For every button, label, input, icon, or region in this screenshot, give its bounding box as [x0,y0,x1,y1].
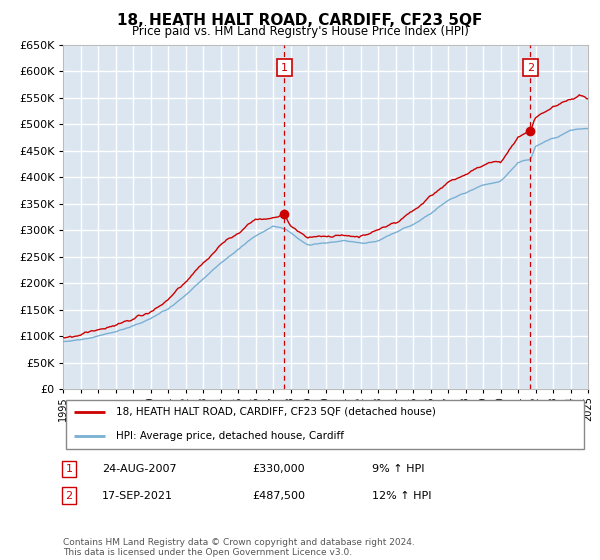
Text: 24-AUG-2007: 24-AUG-2007 [102,464,176,474]
Text: £330,000: £330,000 [252,464,305,474]
Text: Contains HM Land Registry data © Crown copyright and database right 2024.
This d: Contains HM Land Registry data © Crown c… [63,538,415,557]
Text: HPI: Average price, detached house, Cardiff: HPI: Average price, detached house, Card… [115,431,343,441]
Text: 18, HEATH HALT ROAD, CARDIFF, CF23 5QF (detached house): 18, HEATH HALT ROAD, CARDIFF, CF23 5QF (… [115,407,436,417]
Text: 18, HEATH HALT ROAD, CARDIFF, CF23 5QF: 18, HEATH HALT ROAD, CARDIFF, CF23 5QF [118,13,482,28]
Text: 2: 2 [527,63,534,73]
Text: £487,500: £487,500 [252,491,305,501]
Text: 1: 1 [281,63,288,73]
Text: 9% ↑ HPI: 9% ↑ HPI [372,464,425,474]
Text: 2: 2 [65,491,73,501]
Text: 1: 1 [65,464,73,474]
Text: 12% ↑ HPI: 12% ↑ HPI [372,491,431,501]
FancyBboxPatch shape [65,400,584,449]
Text: 17-SEP-2021: 17-SEP-2021 [102,491,173,501]
Text: Price paid vs. HM Land Registry's House Price Index (HPI): Price paid vs. HM Land Registry's House … [131,25,469,38]
